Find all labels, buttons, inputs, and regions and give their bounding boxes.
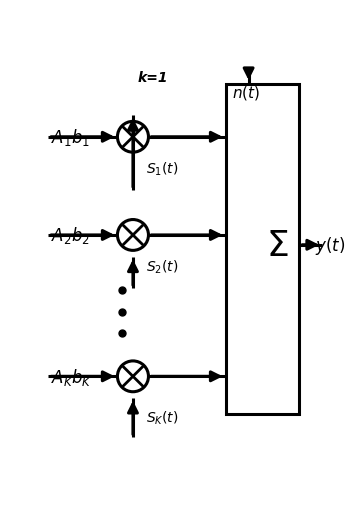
Text: $S_2(t)$: $S_2(t)$	[146, 258, 178, 275]
Text: $S_K(t)$: $S_K(t)$	[146, 409, 178, 427]
Text: $A_1b_1$: $A_1b_1$	[51, 127, 90, 148]
Text: $y(t)$: $y(t)$	[315, 234, 345, 256]
Text: $S_1(t)$: $S_1(t)$	[146, 160, 178, 178]
Text: $n(t)$: $n(t)$	[232, 83, 260, 101]
Text: $A_2b_2$: $A_2b_2$	[51, 225, 90, 246]
Text: k=1: k=1	[138, 71, 168, 84]
Text: $A_Kb_K$: $A_Kb_K$	[51, 366, 92, 387]
Bar	[226, 84, 299, 414]
Text: $\Sigma$: $\Sigma$	[266, 229, 288, 262]
